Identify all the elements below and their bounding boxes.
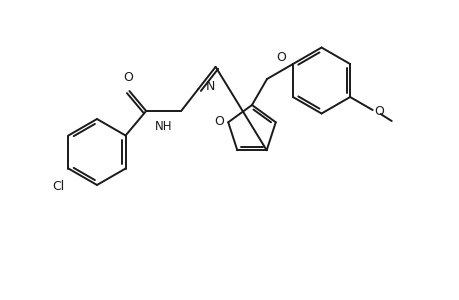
Text: O: O [374, 104, 384, 118]
Text: O: O [214, 115, 224, 128]
Text: NH: NH [155, 120, 172, 133]
Text: Cl: Cl [52, 181, 64, 194]
Text: O: O [123, 71, 133, 84]
Text: O: O [275, 50, 285, 64]
Text: N: N [205, 80, 214, 93]
